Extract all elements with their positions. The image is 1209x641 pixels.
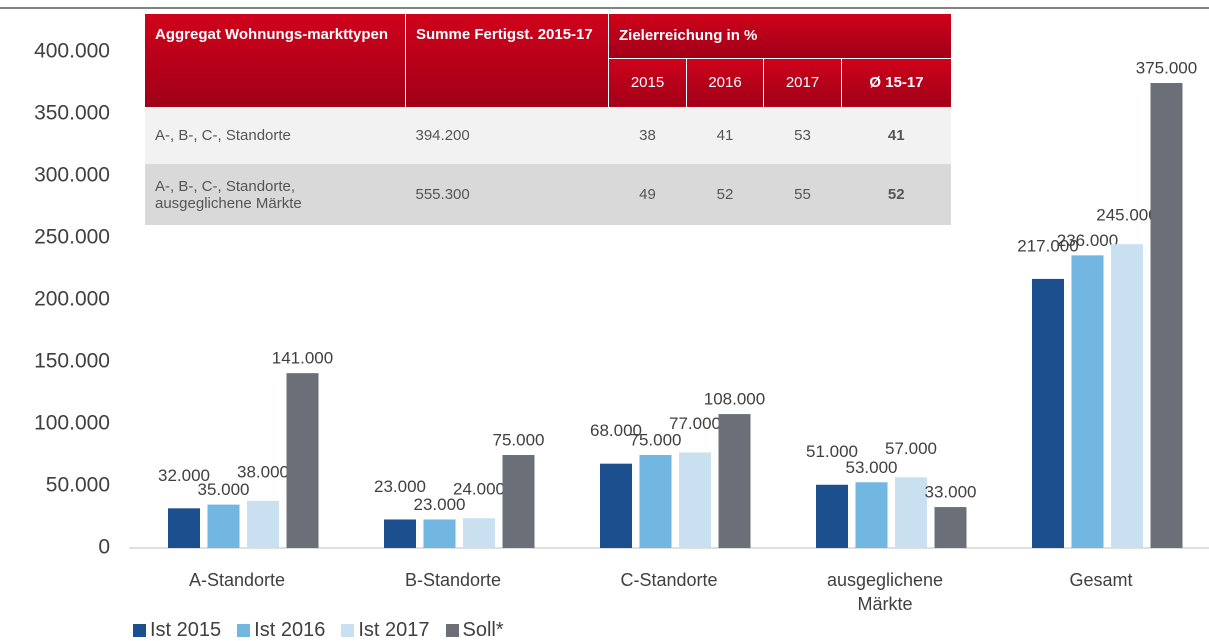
bar bbox=[1111, 244, 1143, 548]
value-label: 38.000 bbox=[237, 462, 289, 481]
y-tick-label: 150.000 bbox=[34, 350, 110, 373]
table-header: Aggregat Wohnungs-markttypen bbox=[145, 14, 406, 107]
table-cell: 55 bbox=[763, 164, 842, 225]
legend-item: Ist 2015 bbox=[133, 619, 221, 641]
legend-item: Soll* bbox=[445, 619, 504, 641]
table-cell: 52 bbox=[686, 164, 764, 225]
y-tick-label: 0 bbox=[98, 536, 110, 559]
y-tick-label: 400.000 bbox=[34, 40, 110, 63]
bar bbox=[463, 518, 495, 548]
x-tick-label: C-Standorte bbox=[620, 570, 718, 590]
value-label: 75.000 bbox=[630, 430, 682, 449]
y-tick-label: 350.000 bbox=[34, 102, 110, 125]
bar bbox=[679, 452, 711, 548]
x-tick-label: Gesamt bbox=[1069, 570, 1133, 590]
legend-label: Ist 2016 bbox=[254, 619, 326, 641]
x-tick-label: A-Standorte bbox=[188, 570, 286, 590]
bar bbox=[639, 455, 672, 548]
value-label: 236.000 bbox=[1057, 231, 1118, 250]
y-tick-label: 200.000 bbox=[34, 288, 110, 311]
bar bbox=[384, 519, 416, 548]
y-tick-label: 250.000 bbox=[34, 226, 110, 249]
value-label: 32.000 bbox=[158, 466, 210, 485]
table-subheader: Ø 15-17 bbox=[841, 57, 951, 107]
table-subheader: 2015 bbox=[608, 57, 687, 107]
bar bbox=[168, 508, 200, 548]
value-label: 23.000 bbox=[414, 495, 466, 514]
y-tick-label: 100.000 bbox=[34, 412, 110, 435]
legend-item: Ist 2016 bbox=[237, 619, 325, 641]
bar bbox=[502, 455, 535, 548]
bar bbox=[718, 414, 751, 548]
value-label: 51.000 bbox=[806, 442, 858, 461]
bar bbox=[934, 507, 967, 548]
bar bbox=[600, 463, 632, 548]
table-cell: 49 bbox=[608, 164, 687, 225]
x-tick-label: ausgeglichene Märkte bbox=[826, 570, 944, 614]
value-label: 57.000 bbox=[885, 439, 937, 458]
table-subheader: 2016 bbox=[686, 57, 764, 107]
table-cell: A-, B-, C-, Standorte, ausgeglichene Mär… bbox=[145, 164, 406, 225]
bar bbox=[1150, 83, 1183, 548]
bar bbox=[1071, 255, 1104, 549]
table-header: Zielerreichung in % bbox=[608, 14, 951, 59]
value-label: 33.000 bbox=[925, 483, 977, 502]
table-cell: 52 bbox=[841, 164, 951, 225]
table-cell: 41 bbox=[841, 107, 951, 164]
table-cell: 555.300 bbox=[405, 164, 609, 225]
value-label: 53.000 bbox=[846, 458, 898, 477]
table-cell: 38 bbox=[608, 107, 687, 164]
value-label: 68.000 bbox=[590, 421, 642, 440]
bar bbox=[816, 484, 848, 548]
y-tick-label: 300.000 bbox=[34, 164, 110, 187]
summary-table: Aggregat Wohnungs-markttypen Summe Ferti… bbox=[145, 14, 951, 225]
value-label: 217.000 bbox=[1017, 236, 1078, 255]
x-tick-label: B-Standorte bbox=[404, 570, 502, 590]
bar bbox=[855, 482, 888, 548]
bar bbox=[247, 500, 279, 548]
legend-swatch bbox=[341, 624, 355, 637]
value-label: 141.000 bbox=[272, 349, 333, 368]
value-label: 77.000 bbox=[669, 414, 721, 433]
table-cell: A-, B-, C-, Standorte bbox=[145, 107, 406, 164]
value-label: 245.000 bbox=[1096, 206, 1157, 225]
legend-label: Ist 2017 bbox=[358, 619, 430, 641]
y-tick-label: 50.000 bbox=[46, 474, 110, 497]
table-cell: 53 bbox=[763, 107, 842, 164]
bar bbox=[423, 519, 456, 548]
legend-swatch bbox=[133, 624, 146, 637]
bar bbox=[1032, 278, 1064, 548]
bar bbox=[895, 477, 927, 548]
value-label: 375.000 bbox=[1136, 58, 1197, 77]
value-label: 24.000 bbox=[453, 480, 505, 499]
legend-swatch bbox=[445, 624, 459, 637]
legend-label: Ist 2015 bbox=[150, 619, 222, 641]
legend-label: Soll* bbox=[462, 619, 504, 641]
value-label: 23.000 bbox=[374, 477, 426, 496]
legend-item: Ist 2017 bbox=[341, 619, 430, 641]
table-header: Summe Fertigst. 2015-17 bbox=[405, 14, 609, 107]
table-cell: 41 bbox=[686, 107, 764, 164]
bar bbox=[286, 373, 319, 548]
bar bbox=[207, 504, 240, 548]
value-label: 108.000 bbox=[704, 390, 765, 409]
value-label: 35.000 bbox=[198, 480, 250, 499]
table-subheader: 2017 bbox=[763, 57, 842, 107]
value-label: 75.000 bbox=[493, 430, 545, 449]
legend-swatch bbox=[237, 624, 251, 637]
table-cell: 394.200 bbox=[405, 107, 609, 164]
